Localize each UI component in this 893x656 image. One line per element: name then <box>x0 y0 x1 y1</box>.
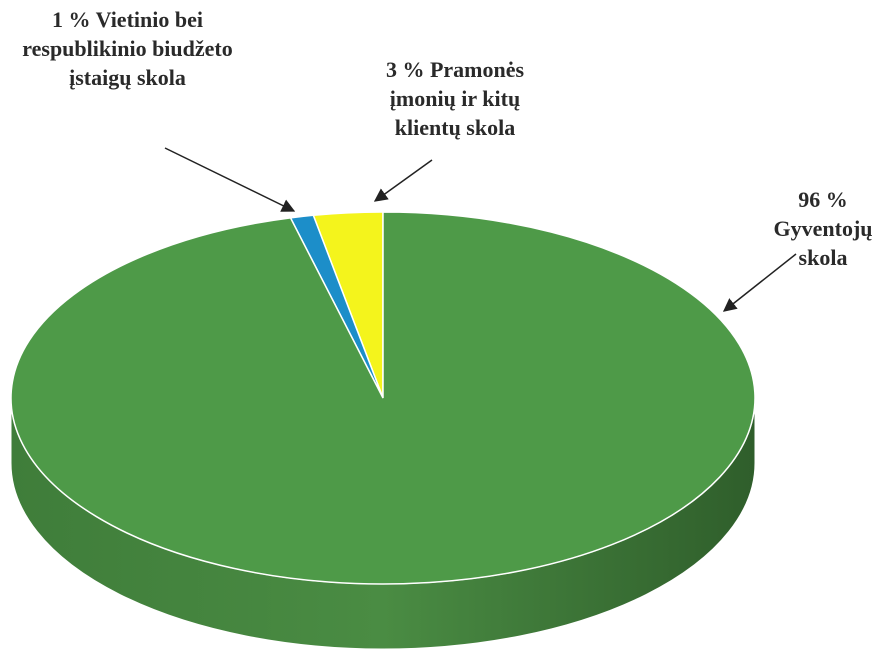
data-label: 3 % Pramonės įmonių ir kitų klientų skol… <box>355 55 555 142</box>
value-label: 3 % <box>385 57 425 82</box>
data-label: 96 % Gyventojų skola <box>748 185 893 272</box>
pie-slice <box>10 211 756 585</box>
arrow <box>722 253 797 312</box>
arrow <box>164 147 296 212</box>
slices <box>10 211 756 585</box>
category-label: Gyventojų skola <box>773 216 873 270</box>
category-label: Pramonės įmonių ir kitų klientų skola <box>389 57 525 140</box>
arrow <box>373 159 433 202</box>
value-label: 1 % <box>52 7 91 32</box>
value-label: 96 % <box>798 187 848 212</box>
data-label: 1 % Vietinio bei respublikinio biudžeto … <box>20 5 235 92</box>
category-label: Vietinio bei respublikinio biudžeto įsta… <box>22 7 233 90</box>
